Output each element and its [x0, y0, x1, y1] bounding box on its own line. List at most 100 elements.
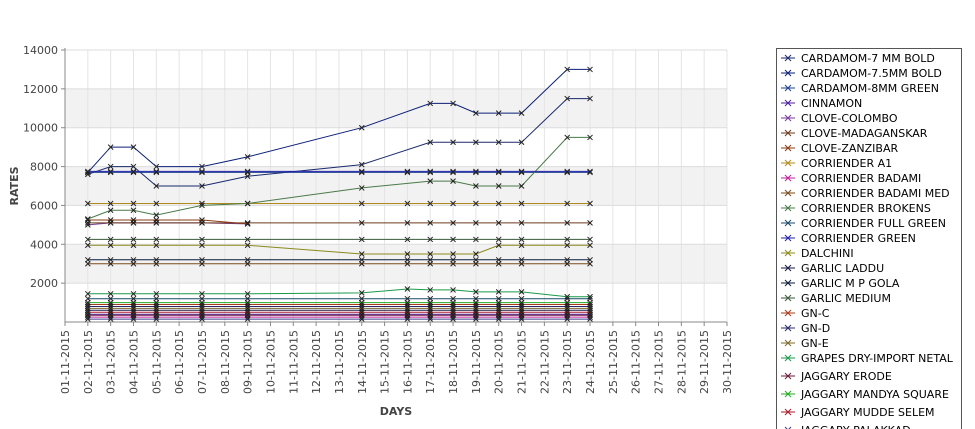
x-tick-label: 27-11-2015: [653, 330, 666, 394]
data-point: [784, 129, 792, 137]
legend-item: CARDAMOM-8MM GREEN: [781, 82, 939, 95]
data-point: [495, 309, 502, 316]
data-point: [358, 236, 365, 243]
data-point: [199, 169, 205, 176]
data-point: [404, 200, 411, 207]
data-point: [130, 217, 137, 223]
legend-item: CINNAMON: [781, 97, 862, 110]
legend-label: CARDAMOM-7 MM BOLD: [801, 52, 935, 65]
legend-label: CORRIENDER GREEN: [801, 232, 916, 245]
data-point: [784, 54, 792, 62]
data-point: [199, 316, 205, 322]
legend-label: DALCHINI: [801, 247, 854, 260]
data-point: [107, 207, 114, 214]
data-point: [84, 256, 91, 263]
data-point: [427, 220, 434, 226]
legend-item: CLOVE-ZANZIBAR: [781, 142, 898, 155]
y-tick-label: 14000: [23, 44, 58, 57]
data-point: [473, 251, 479, 257]
data-point: [564, 309, 571, 316]
series-garlic-m-p-gola: [84, 256, 593, 263]
y-tick-label: 12000: [23, 83, 58, 96]
x-tick-label: 25-11-2015: [607, 330, 620, 394]
data-point: [784, 264, 792, 272]
data-point: [473, 169, 479, 176]
data-point: [518, 110, 525, 116]
data-point: [427, 256, 434, 263]
data-point: [473, 316, 479, 322]
data-point: [784, 324, 792, 332]
legend-label: JAGGARY MANDYA SQUARE: [800, 388, 949, 401]
data-point: [564, 95, 571, 102]
x-tick-label: 06-11-2015: [173, 330, 186, 394]
series-jaggary-mudde-selem: [84, 309, 593, 316]
x-tick-label: 15-11-2015: [379, 330, 392, 394]
data-point: [404, 220, 411, 226]
data-point: [244, 154, 251, 160]
data-point: [518, 139, 525, 146]
legend-box: [776, 48, 962, 429]
legend-label: CORRIENDER BROKENS: [801, 202, 931, 215]
data-point: [784, 69, 792, 77]
data-point: [130, 316, 137, 322]
data-point: [784, 249, 792, 257]
legend-label: CORRIENDER BADAMI: [801, 172, 921, 185]
y-tick-label: 8000: [30, 161, 58, 174]
data-point: [130, 236, 137, 243]
data-point: [587, 168, 593, 175]
data-point: [587, 169, 593, 176]
data-point: [244, 221, 251, 227]
x-tick-label: 18-11-2015: [447, 330, 460, 394]
data-point: [84, 242, 91, 249]
data-point: [130, 207, 137, 214]
series-group: [84, 66, 593, 322]
data-point: [784, 309, 792, 317]
data-point: [495, 242, 502, 249]
data-point: [153, 168, 160, 175]
data-point: [84, 216, 91, 222]
x-tick-label: 13-11-2015: [333, 330, 346, 394]
data-point: [130, 290, 137, 297]
legend-item: CORRIENDER GREEN: [781, 232, 916, 245]
data-point: [404, 169, 411, 176]
data-point: [84, 169, 91, 176]
data-point: [450, 100, 456, 107]
data-point: [427, 100, 434, 107]
legend-item: CARDAMOM-7.5MM BOLD: [781, 67, 942, 80]
data-point: [450, 316, 456, 322]
data-point: [564, 66, 571, 73]
legend-label: CLOVE-COLOMBO: [801, 112, 898, 125]
data-point: [564, 256, 571, 263]
data-point: [450, 299, 456, 306]
legend-item: JAGGARY MANDYA SQUARE: [781, 388, 949, 401]
data-point: [153, 290, 160, 297]
data-point: [244, 236, 251, 243]
x-tick-label: 09-11-2015: [242, 330, 255, 394]
data-point: [427, 139, 434, 146]
data-point: [84, 316, 91, 322]
series-jaggary-mandya-square: [84, 299, 593, 306]
x-tick-label: 07-11-2015: [196, 330, 209, 394]
series-corriender-green: [84, 168, 593, 175]
series-gn-e: [84, 305, 593, 312]
y-axis-label: RATES: [8, 166, 21, 205]
legend-label: CLOVE-ZANZIBAR: [801, 142, 898, 155]
data-point: [784, 354, 792, 362]
data-point: [199, 299, 205, 306]
data-point: [587, 299, 593, 306]
data-point: [130, 242, 137, 249]
data-point: [107, 299, 114, 306]
plot-background-bands: [65, 50, 727, 322]
x-tick-label: 08-11-2015: [219, 330, 232, 394]
data-point: [244, 256, 251, 263]
data-point: [244, 220, 251, 226]
series-cardamom-7-5mm-bold: [84, 66, 593, 176]
data-point: [107, 290, 114, 297]
data-point: [587, 236, 593, 243]
data-point: [244, 242, 251, 249]
data-point: [784, 114, 792, 122]
legend-label: CARDAMOM-7.5MM BOLD: [801, 67, 942, 80]
data-point: [450, 309, 456, 316]
data-point: [199, 290, 205, 297]
data-point: [130, 256, 137, 263]
